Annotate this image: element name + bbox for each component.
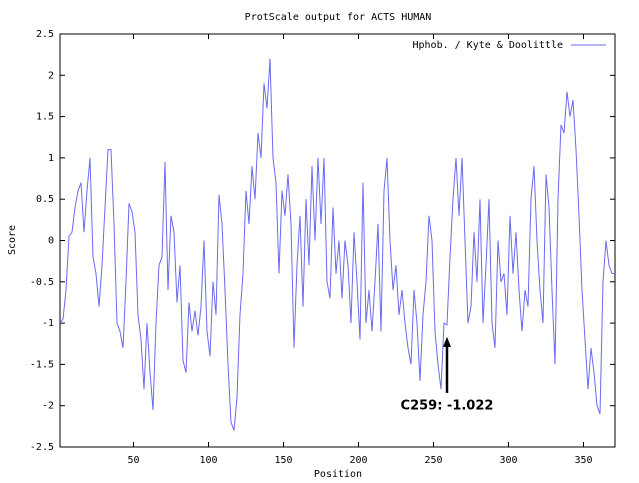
y-axis-label: Score: [7, 225, 18, 255]
legend-label: Hphob. / Kyte & Doolittle: [412, 40, 563, 51]
annotation-label: C259: -1.022: [401, 398, 494, 413]
x-tick-label: 300: [499, 455, 517, 466]
x-axis-label: Position: [314, 469, 362, 480]
y-tick-label: -2.5: [30, 442, 54, 453]
x-tick-label: 350: [574, 455, 592, 466]
y-tick-label: -1.5: [30, 359, 54, 370]
y-tick-label: 2: [48, 70, 54, 81]
x-tick-label: 100: [199, 455, 217, 466]
y-tick-label: -0.5: [30, 277, 54, 288]
x-tick-label: 50: [127, 455, 139, 466]
x-tick-label: 150: [274, 455, 292, 466]
y-tick-label: -2: [42, 401, 54, 412]
x-tick-label: 250: [424, 455, 442, 466]
chart-title: ProtScale output for ACTS HUMAN: [245, 12, 432, 23]
y-tick-label: 1.5: [36, 112, 54, 123]
y-tick-label: 0.5: [36, 194, 54, 205]
data-line: [59, 58, 615, 431]
y-tick-label: 2.5: [36, 29, 54, 40]
x-tick-label: 200: [349, 455, 367, 466]
y-tick-label: 0: [48, 236, 54, 247]
y-tick-label: -1: [42, 318, 54, 329]
annotation-arrowhead: [443, 336, 451, 347]
y-tick-label: 1: [48, 153, 54, 164]
